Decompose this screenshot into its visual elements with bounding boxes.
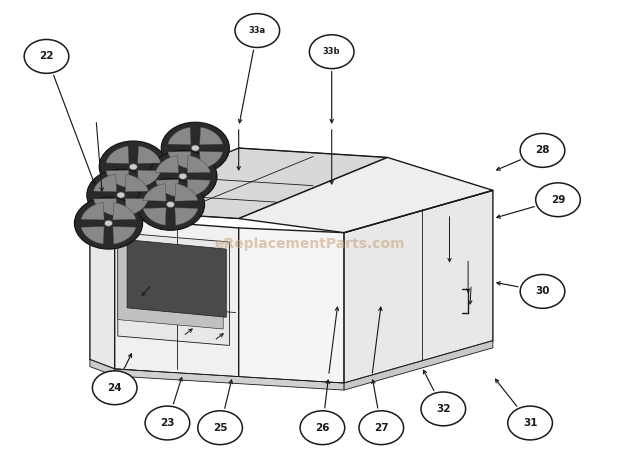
Polygon shape: [175, 184, 198, 201]
Circle shape: [198, 411, 242, 445]
Circle shape: [104, 220, 113, 227]
Polygon shape: [113, 227, 136, 244]
Polygon shape: [94, 174, 117, 192]
Polygon shape: [106, 146, 129, 164]
Polygon shape: [115, 369, 344, 390]
Polygon shape: [94, 198, 117, 216]
Polygon shape: [90, 209, 115, 369]
Circle shape: [300, 411, 345, 445]
Polygon shape: [118, 244, 223, 329]
Circle shape: [359, 411, 404, 445]
Polygon shape: [118, 233, 229, 345]
Text: 22: 22: [39, 51, 54, 62]
Polygon shape: [143, 208, 166, 225]
Polygon shape: [113, 203, 136, 220]
Polygon shape: [168, 151, 191, 169]
Text: 32: 32: [436, 404, 451, 414]
Polygon shape: [239, 157, 493, 233]
Polygon shape: [200, 151, 223, 169]
Text: eReplacementParts.com: eReplacementParts.com: [215, 237, 405, 251]
Polygon shape: [125, 198, 148, 216]
Text: 29: 29: [551, 195, 565, 205]
Polygon shape: [90, 148, 387, 219]
Circle shape: [149, 150, 217, 202]
Circle shape: [235, 14, 280, 47]
Polygon shape: [175, 208, 198, 225]
Polygon shape: [138, 146, 161, 164]
Circle shape: [421, 392, 466, 426]
Polygon shape: [187, 180, 210, 197]
Circle shape: [74, 197, 143, 249]
Polygon shape: [127, 240, 226, 317]
Text: 33a: 33a: [249, 26, 266, 35]
Text: 30: 30: [535, 286, 550, 297]
Circle shape: [117, 192, 125, 198]
Circle shape: [179, 173, 187, 180]
Text: 33b: 33b: [323, 47, 340, 56]
Polygon shape: [115, 219, 239, 378]
Circle shape: [161, 122, 229, 174]
Polygon shape: [81, 227, 104, 244]
Polygon shape: [125, 174, 148, 192]
Polygon shape: [168, 127, 191, 145]
Text: 23: 23: [160, 418, 175, 428]
Circle shape: [145, 406, 190, 440]
Polygon shape: [106, 170, 129, 188]
Circle shape: [136, 179, 205, 230]
Circle shape: [87, 169, 155, 221]
Text: 31: 31: [523, 418, 538, 428]
Polygon shape: [90, 360, 115, 376]
Circle shape: [520, 274, 565, 308]
Polygon shape: [156, 180, 179, 197]
Text: 26: 26: [315, 423, 330, 433]
Polygon shape: [143, 184, 166, 201]
Polygon shape: [344, 190, 493, 383]
Text: 25: 25: [213, 423, 228, 433]
Text: 27: 27: [374, 423, 389, 433]
Polygon shape: [187, 156, 210, 173]
Polygon shape: [239, 228, 344, 383]
Circle shape: [24, 39, 69, 73]
Polygon shape: [81, 203, 104, 220]
Circle shape: [508, 406, 552, 440]
Polygon shape: [156, 156, 179, 173]
Circle shape: [166, 201, 175, 208]
Text: 28: 28: [535, 145, 550, 156]
Polygon shape: [344, 341, 493, 390]
Polygon shape: [138, 170, 161, 188]
Polygon shape: [200, 127, 223, 145]
Circle shape: [92, 371, 137, 405]
Circle shape: [129, 164, 138, 170]
Text: 24: 24: [107, 383, 122, 393]
Circle shape: [520, 133, 565, 167]
Circle shape: [191, 145, 200, 151]
Circle shape: [99, 141, 167, 193]
Circle shape: [536, 183, 580, 217]
Circle shape: [309, 35, 354, 69]
